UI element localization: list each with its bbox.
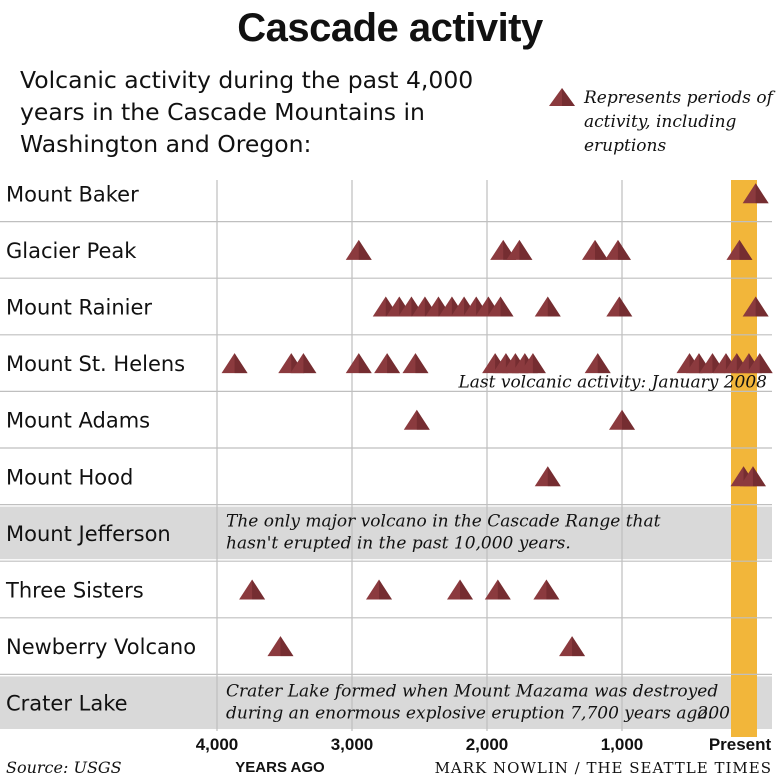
chart-subtitle: Volcanic activity during the past 4,000 … xyxy=(20,66,474,158)
grid-lines xyxy=(0,180,772,731)
activity-marker xyxy=(584,353,611,374)
row-label-2: Mount Rainier xyxy=(6,296,152,320)
activity-marker xyxy=(739,466,766,487)
activity-marker xyxy=(374,353,401,374)
activity-marker xyxy=(484,579,511,600)
shaded-row-6 xyxy=(0,506,772,560)
x-axis-label: YEARS AGO xyxy=(235,759,325,776)
activity-marker xyxy=(559,636,586,657)
credit-line: MARK NOWLIN / THE SEATTLE TIMES xyxy=(434,759,772,777)
activity-marker xyxy=(447,579,473,600)
present-band xyxy=(731,180,757,737)
activity-marker xyxy=(345,239,372,260)
row-label-6: Mount Jefferson xyxy=(6,522,171,546)
row-label-7: Three Sisters xyxy=(5,579,144,603)
row-notes: Last volcanic activity: January 2008 The … xyxy=(226,372,767,723)
legend-triangle-icon xyxy=(549,88,575,106)
activity-marker xyxy=(582,239,608,260)
activity-marker xyxy=(345,353,372,374)
activity-marker xyxy=(534,296,561,317)
activity-marker xyxy=(606,296,633,317)
x-tick-label: Present xyxy=(709,735,772,754)
shaded-rows xyxy=(0,506,772,729)
row-note-9: Crater Lake formed when Mount Mazama was… xyxy=(226,681,718,701)
source-note: Source: USGS xyxy=(6,758,122,777)
row-label-9: Crater Lake xyxy=(6,692,128,716)
shaded-row-9 xyxy=(0,676,772,729)
activity-marker xyxy=(487,296,514,317)
activity-marker xyxy=(506,239,533,260)
activity-marker xyxy=(534,466,561,487)
row-labels: Mount Baker Glacier Peak Mount Rainier Moun… xyxy=(5,182,196,715)
chart-title: Cascade activity xyxy=(237,6,543,50)
row-label-0: Mount Baker xyxy=(6,182,139,206)
present-band-rect xyxy=(731,180,757,737)
activity-marker xyxy=(290,353,317,374)
present-band-label: 200 xyxy=(697,703,731,723)
x-tick-label: 4,000 xyxy=(196,735,239,754)
activity-markers xyxy=(221,183,773,657)
x-axis: 4,000 3,000 2,000 1,000 Present YEARS AGO xyxy=(196,735,772,776)
activity-marker xyxy=(221,353,248,374)
row-note-3: Last volcanic activity: January 2008 xyxy=(457,372,767,392)
activity-marker xyxy=(609,409,635,430)
x-tick-label: 2,000 xyxy=(466,735,509,754)
row-note-6: hasn't erupted in the past 10,000 years. xyxy=(226,534,571,554)
activity-marker xyxy=(366,579,392,600)
activity-marker xyxy=(746,353,773,374)
activity-marker xyxy=(239,579,266,600)
activity-marker xyxy=(267,636,294,657)
row-label-5: Mount Hood xyxy=(6,465,133,489)
activity-marker xyxy=(742,183,769,204)
activity-marker xyxy=(402,353,429,374)
x-tick-label: 3,000 xyxy=(331,735,374,754)
row-label-3: Mount St. Helens xyxy=(6,352,185,376)
x-tick-label: 1,000 xyxy=(601,735,644,754)
activity-marker xyxy=(519,353,546,374)
row-note-6: The only major volcano in the Cascade Ra… xyxy=(226,512,661,532)
activity-marker xyxy=(726,239,753,260)
row-note-9: during an enormous explosive eruption 7,… xyxy=(226,703,713,723)
activity-marker xyxy=(533,579,560,600)
activity-marker xyxy=(403,409,430,430)
legend-text: Represents periods of activity, includin… xyxy=(584,88,773,156)
activity-marker xyxy=(742,296,769,317)
row-label-1: Glacier Peak xyxy=(6,239,137,263)
row-label-8: Newberry Volcano xyxy=(6,635,196,659)
row-label-4: Mount Adams xyxy=(6,409,150,433)
activity-marker xyxy=(604,239,631,260)
